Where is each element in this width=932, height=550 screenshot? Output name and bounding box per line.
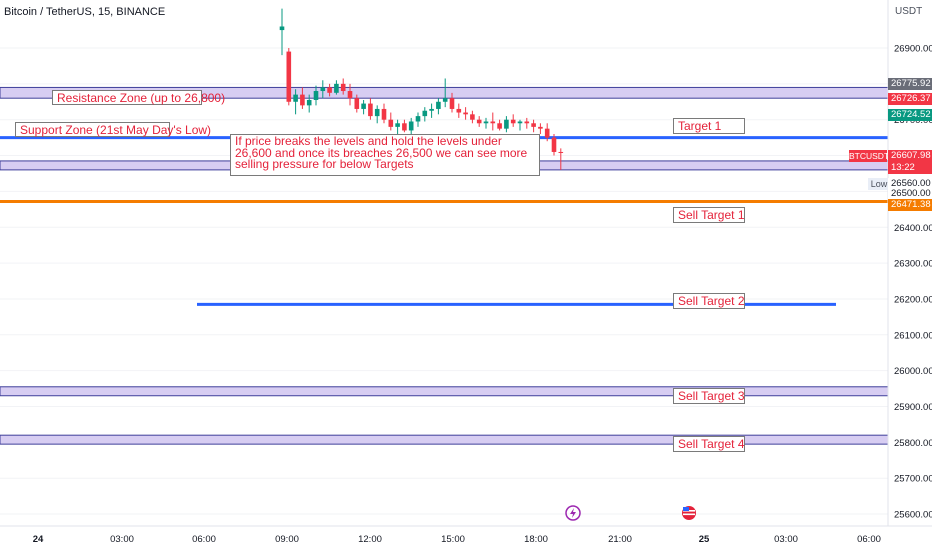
low-label: Low — [868, 178, 890, 190]
countdown-label: 13:22 — [888, 162, 932, 174]
candle-body — [442, 98, 448, 102]
candle-body — [510, 119, 516, 124]
candle-body — [293, 94, 298, 102]
y-tick-label: 26100.00 — [894, 330, 932, 341]
candle-body — [497, 123, 502, 129]
candle-body — [558, 151, 564, 153]
sell-target-3-label: Sell Target 3 — [673, 388, 745, 404]
candle-body — [347, 91, 353, 99]
resistance-zone-label: Resistance Zone (up to 26,800) — [52, 90, 225, 105]
candle-body — [504, 119, 509, 129]
x-tick-label: 18:00 — [524, 534, 548, 545]
price-label-26500: 26500.00 — [888, 188, 932, 200]
analysis-note: If price breaks the levels and hold the … — [230, 134, 540, 176]
symbol-label: BTCUSDT — [849, 150, 890, 162]
y-tick-label: 25800.00 — [894, 438, 932, 449]
price-label-low: 26560.00 — [888, 178, 932, 190]
candle-body — [483, 121, 489, 124]
price-label-high: 26775.92 — [888, 78, 932, 90]
x-tick-label: 03:00 — [774, 534, 798, 545]
candle-body — [368, 103, 373, 117]
candle-body — [361, 103, 366, 109]
candle-body — [531, 123, 536, 127]
x-tick-label: 24 — [33, 534, 44, 545]
candle-body — [551, 137, 557, 152]
lightning-icon[interactable] — [565, 505, 581, 521]
candle-body — [279, 26, 285, 31]
y-tick-label: 25700.00 — [894, 474, 932, 485]
candle-body — [334, 83, 339, 93]
candle-body — [313, 91, 319, 100]
candle-body — [381, 108, 387, 120]
x-tick-label: 12:00 — [358, 534, 382, 545]
candle-body — [436, 101, 441, 109]
zone-band — [0, 434, 889, 445]
sell-target-1-label: Sell Target 1 — [673, 207, 745, 223]
candle-body — [402, 123, 407, 131]
price-label-green: 26724.52 — [888, 109, 932, 121]
y-tick-label: 26000.00 — [894, 366, 932, 377]
candle-body — [320, 87, 326, 92]
currency-label: USDT — [895, 6, 923, 17]
sell-target-2-label: Sell Target 2 — [673, 293, 745, 309]
us-flag-icon[interactable] — [682, 506, 696, 520]
candle-body — [374, 108, 380, 117]
x-tick-label: 06:00 — [192, 534, 216, 545]
y-tick-label: 26200.00 — [894, 294, 932, 305]
candle-body — [524, 121, 530, 124]
x-tick-label: 03:00 — [110, 534, 134, 545]
y-tick-label: 25600.00 — [894, 510, 932, 521]
y-tick-label: 26900.00 — [894, 44, 932, 55]
y-tick-label: 25900.00 — [894, 402, 932, 413]
candle-body — [340, 83, 346, 92]
candle-body — [538, 126, 543, 129]
candle-body — [354, 98, 360, 109]
y-tick-label: 26400.00 — [894, 223, 932, 234]
candle-body — [517, 121, 523, 124]
candle-body — [415, 116, 421, 122]
candle-body — [544, 128, 550, 138]
target-1-label: Target 1 — [673, 118, 745, 134]
candle-body — [490, 121, 496, 124]
candle-body — [429, 108, 434, 111]
x-tick-label: 06:00 — [857, 534, 881, 545]
candle-body — [476, 119, 482, 124]
price-label-orange: 26471.38 — [888, 199, 932, 211]
candle-body — [456, 108, 462, 113]
candle-body — [300, 94, 305, 106]
candle-body — [286, 51, 292, 102]
candle-body — [395, 123, 400, 127]
chart-title: Bitcoin / TetherUS, 15, BINANCE — [4, 6, 166, 18]
candle-body — [327, 87, 332, 93]
candle-body — [449, 98, 455, 109]
candle-body — [306, 99, 312, 106]
candles — [279, 8, 564, 170]
x-tick-label: 21:00 — [608, 534, 632, 545]
zone-band — [0, 386, 889, 397]
support-zone-label: Support Zone (21st May Day's Low) — [15, 122, 211, 137]
candle-body — [463, 112, 468, 115]
x-tick-label: 15:00 — [441, 534, 465, 545]
x-axis-ticks: 24 03:00 06:00 09:00 12:00 15:00 18:00 21:00 25 0… — [33, 534, 881, 545]
price-label-current: 26607.98 — [888, 150, 932, 162]
candle-body — [470, 114, 475, 120]
price-label-red: 26726.37 — [888, 93, 932, 105]
y-tick-label: 26300.00 — [894, 259, 932, 270]
x-tick-label: 09:00 — [275, 534, 299, 545]
candle-body — [388, 119, 394, 127]
sell-target-4-label: Sell Target 4 — [673, 436, 745, 452]
candle-body — [422, 110, 428, 117]
candle-body — [408, 121, 414, 131]
x-tick-label: 25 — [699, 534, 710, 545]
